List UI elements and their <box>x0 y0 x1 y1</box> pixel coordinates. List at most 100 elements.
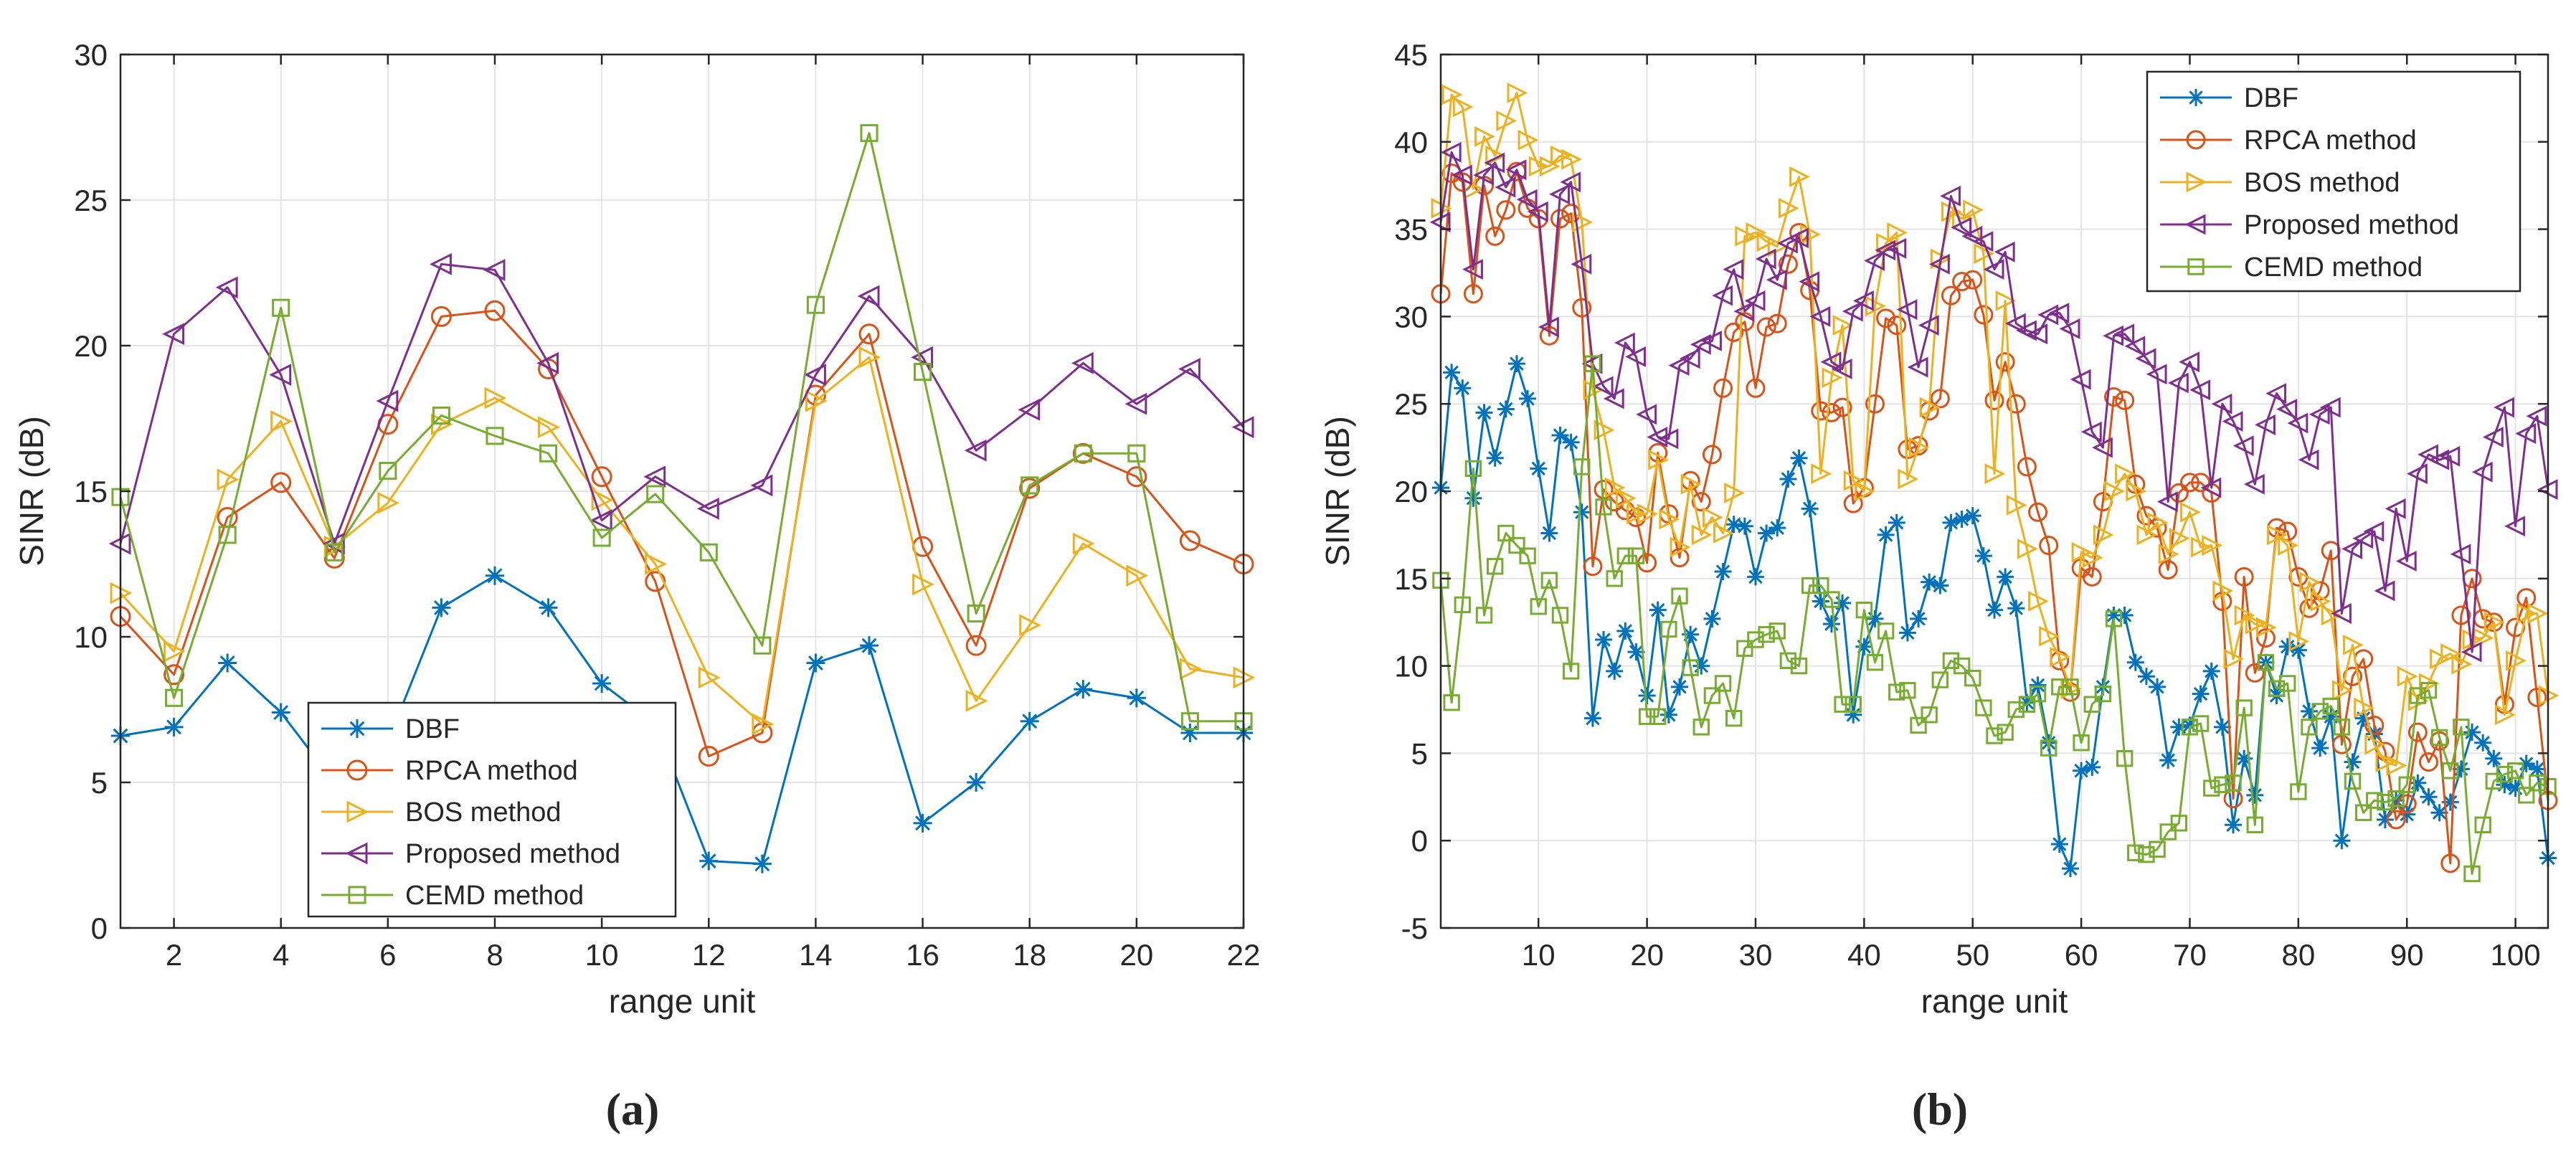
data-point-cemd-method <box>2279 675 2296 692</box>
data-point-dbf <box>2126 653 2144 671</box>
data-point-rpca-method <box>2451 605 2471 625</box>
data-point-rpca-method <box>2039 536 2059 556</box>
data-point-proposed-method <box>2526 405 2547 427</box>
y-tick-label: 5 <box>91 766 108 800</box>
data-point-cemd-method <box>1682 659 1699 676</box>
data-point-dbf <box>752 854 772 873</box>
data-point-rpca-method <box>2386 810 2406 830</box>
data-point-dbf <box>432 598 451 617</box>
data-point-bos-method <box>1854 480 1875 502</box>
data-point-cemd-method <box>432 406 450 425</box>
data-point-rpca-method <box>1865 394 1885 414</box>
data-point-bos-method <box>1995 290 2017 311</box>
data-point-dbf <box>2202 662 2220 680</box>
data-point-dbf <box>2506 780 2524 797</box>
data-point-cemd-method <box>2170 815 2188 832</box>
legend-label: Proposed method <box>405 839 620 869</box>
data-point-cemd-method <box>2496 765 2514 783</box>
data-point-bos-method <box>2071 541 2093 563</box>
legend-label: DBF <box>405 714 460 744</box>
data-point-cemd-method <box>539 444 558 463</box>
data-point-proposed-method <box>2450 544 2471 565</box>
data-point-proposed-method <box>857 285 880 308</box>
series-proposed-method <box>1429 141 2558 663</box>
data-point-proposed-method <box>1842 300 1863 322</box>
data-point-cemd-method <box>753 636 772 655</box>
data-point-proposed-method <box>2494 397 2514 418</box>
data-point-dbf <box>1606 662 1624 680</box>
data-point-bos-method <box>2234 605 2255 626</box>
data-point-dbf <box>1497 400 1515 418</box>
data-point-proposed-method <box>2341 538 2363 559</box>
data-point-rpca-method <box>2234 567 2254 587</box>
data-point-proposed-method <box>1668 355 1690 376</box>
data-point-proposed-method <box>1723 259 1744 280</box>
data-point-rpca-method <box>1887 316 1907 336</box>
legend-item-rpca-method: RPCA method <box>321 756 578 786</box>
data-point-rpca-method <box>1735 312 1755 332</box>
data-point-proposed-method <box>1071 351 1094 374</box>
data-point-bos-method <box>805 389 828 412</box>
data-point-dbf <box>2007 600 2025 617</box>
data-point-proposed-method <box>696 497 719 520</box>
x-tick-label: 2 <box>166 938 182 972</box>
data-point-proposed-method <box>1636 404 1657 425</box>
data-point-proposed-method <box>2232 435 2254 457</box>
data-point-rpca-method <box>430 305 452 327</box>
data-point-dbf <box>1736 517 1753 535</box>
data-point-cemd-method <box>2105 610 2123 627</box>
data-point-bos-method <box>1452 96 1474 118</box>
data-point-dbf <box>2420 788 2438 806</box>
data-point-bos-method <box>1713 523 1734 544</box>
data-point-proposed-method <box>2004 313 2026 334</box>
data-point-cemd-method <box>2225 774 2242 792</box>
data-point-proposed-method <box>2385 498 2406 519</box>
data-point-dbf <box>1974 547 1992 565</box>
data-point-proposed-method <box>2146 364 2167 385</box>
data-point-cemd-method <box>1758 626 1775 643</box>
data-point-bos-method <box>2179 501 2201 523</box>
y-tick-label: 5 <box>1411 736 1428 770</box>
data-point-cemd-method <box>2203 780 2220 797</box>
data-point-proposed-method <box>1505 159 1527 181</box>
data-point-bos-method <box>1680 473 1702 495</box>
data-point-rpca-method <box>1485 226 1505 246</box>
data-point-rpca-method <box>1876 308 1896 328</box>
data-point-rpca-method <box>1963 270 1983 290</box>
data-point-dbf <box>1682 625 1700 643</box>
data-point-cemd-method <box>1855 601 1873 619</box>
data-point-cemd-method <box>2518 787 2535 804</box>
data-point-proposed-method <box>2048 303 2070 323</box>
data-point-cemd-method <box>2040 739 2058 757</box>
data-point-dbf <box>2061 860 2079 878</box>
data-point-dbf <box>2116 606 2134 624</box>
data-point-proposed-method <box>1809 305 1831 327</box>
data-point-proposed-method <box>1777 232 1798 254</box>
data-point-bos-method <box>2310 591 2331 612</box>
data-point-bos-method <box>1843 470 1865 491</box>
data-point-rpca-method <box>1811 401 1831 421</box>
data-point-cemd-method <box>1497 524 1515 542</box>
data-point-cemd-method <box>914 362 932 382</box>
data-point-bos-method <box>2527 603 2549 624</box>
data-point-rpca-method <box>1756 317 1776 337</box>
series-line-rpca-method <box>119 309 1244 757</box>
x-tick-label: 60 <box>2065 938 2098 972</box>
data-point-rpca-method <box>2430 731 2450 751</box>
data-point-proposed-method <box>589 509 612 532</box>
series-line-cemd-method <box>119 132 1244 723</box>
data-point-bos-method <box>1778 197 1799 219</box>
data-point-rpca-method <box>1974 305 1994 325</box>
data-point-bos-method <box>1615 488 1637 509</box>
y-tick-label: 10 <box>1394 650 1428 683</box>
series-line-rpca-method <box>1439 170 2549 865</box>
data-point-bos-method <box>2354 697 2375 719</box>
legend-item-proposed-method: Proposed method <box>2160 210 2459 240</box>
data-point-proposed-method <box>2395 551 2417 572</box>
data-point-dbf <box>2474 734 2492 752</box>
legend-item-cemd-method: CEMD method <box>321 881 584 911</box>
data-point-cemd-method <box>2377 793 2394 811</box>
series-proposed-method <box>108 252 1254 555</box>
data-point-bos-method <box>2136 524 2158 546</box>
data-point-bos-method <box>1561 148 1583 170</box>
